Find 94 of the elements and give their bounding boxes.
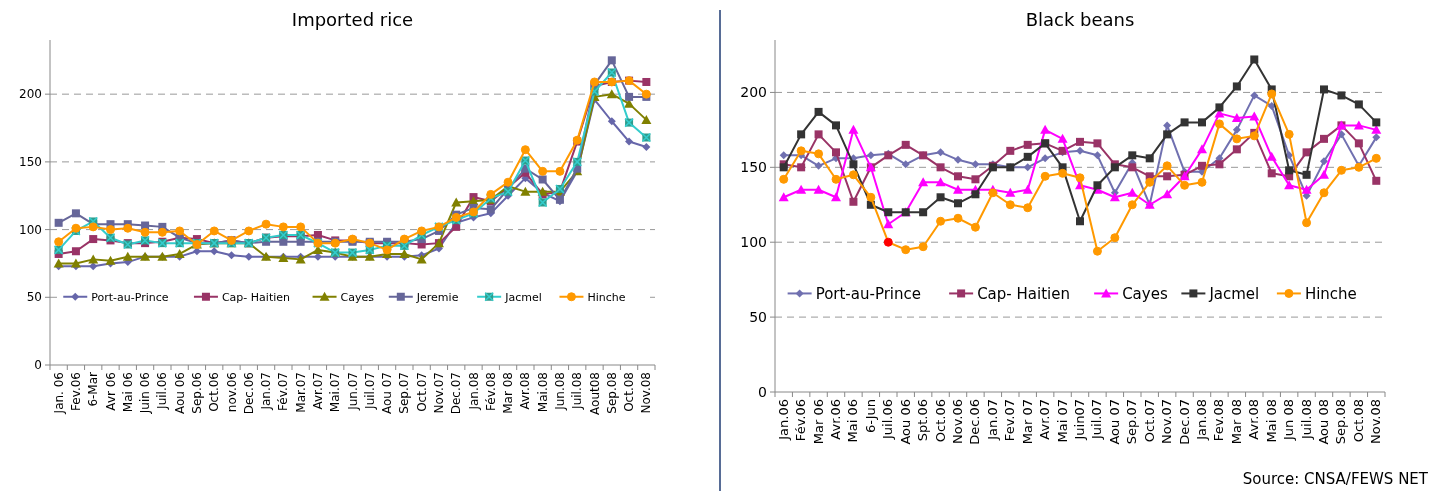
x-tick-label: Jan.08	[1194, 399, 1209, 441]
x-tick-label: Fev.07	[1002, 399, 1018, 442]
x-tick-label: Fév.08	[483, 372, 498, 411]
x-tick-label: Juil.07	[362, 372, 377, 410]
x-tick-label: Avr 06	[103, 372, 118, 411]
y-tick-label: 0	[758, 383, 767, 400]
x-tick-label: Dec.06	[241, 372, 256, 415]
x-tick-label: Fév.07	[276, 372, 291, 411]
y-tick-label: 200	[740, 84, 767, 101]
legend-label: Cayes	[340, 290, 375, 304]
legend-label: Port-au-Prince	[91, 290, 169, 304]
y-tick-label: 50	[749, 309, 767, 326]
x-tick-label: Aou 06	[897, 399, 913, 445]
x-tick-label: Juil.08	[570, 372, 585, 410]
x-tick-label: Mar 08	[501, 372, 516, 414]
y-tick-label: 150	[19, 155, 42, 170]
x-tick-label: Nov.08	[639, 372, 654, 414]
legend-label: Cap- Haitien	[977, 284, 1070, 303]
x-tick-label: Sep.07	[1124, 399, 1140, 445]
x-tick-label: Mar 07	[1019, 399, 1035, 445]
x-tick-label: Oct.06	[207, 372, 222, 412]
x-tick-label: Avr.06	[828, 399, 843, 440]
x-tick-label: Nov.07	[431, 372, 446, 414]
x-tick-label: Sep.06	[189, 372, 204, 414]
x-tick-label: Nov.08	[1368, 399, 1384, 445]
x-tick-label: Jan.06	[775, 399, 791, 441]
x-tick-label: Mai.07	[328, 372, 343, 413]
source-note: Source: CNSA/FEWS NET	[1242, 470, 1429, 488]
y-tick-label: 100	[740, 234, 767, 251]
x-tick-label: Fév.06	[793, 399, 809, 442]
x-tick-label: Jan.07	[259, 372, 274, 411]
x-tick-label: 6-Jun	[862, 399, 878, 433]
legend-label: Port-au-Prince	[815, 284, 921, 303]
x-tick-label: Avr.08	[1246, 399, 1262, 440]
y-tick-label: 0	[34, 358, 42, 373]
x-tick-label: Sep.07	[397, 372, 412, 414]
x-tick-label: Oct.06	[932, 399, 948, 443]
x-tick-label: Oct.08	[622, 372, 637, 412]
x-tick-label: Fev.06	[68, 372, 83, 411]
x-tick-label: Nov.06	[950, 399, 965, 445]
x-tick-label: Mai.08	[535, 372, 550, 413]
x-tick-label: Aou 07	[380, 372, 395, 415]
x-tick-label: Jan.07	[984, 399, 1000, 441]
chart-title: Black beans	[1025, 9, 1135, 30]
x-tick-label: Mai 08	[1263, 399, 1279, 443]
x-tick-label: Juin07	[1072, 399, 1087, 441]
x-tick-label: Oct.08	[1350, 399, 1366, 443]
x-tick-label: Oct.07	[1141, 399, 1157, 443]
x-tick-label: Jan.08	[466, 372, 481, 411]
x-tick-label: Nov.07	[1159, 399, 1175, 445]
x-tick-label: Juil.06	[880, 399, 896, 440]
x-tick-label: Avr.08	[518, 372, 533, 410]
legend-label: Cayes	[1122, 284, 1168, 303]
x-tick-label: 6-Mar	[86, 371, 101, 407]
legend-label: Hinche	[587, 290, 626, 304]
legend-label: Cap- Haitien	[221, 290, 291, 304]
x-tick-label: Aou 08	[1316, 399, 1331, 445]
legend-label: Hinche	[1304, 284, 1357, 303]
x-tick-label: Jun.07	[345, 372, 360, 411]
y-tick-label: 100	[19, 222, 42, 237]
x-tick-label: Mai 06	[120, 372, 135, 413]
x-tick-label: Dec.06	[967, 399, 983, 445]
x-tick-label: Oct.07	[414, 372, 429, 412]
x-tick-label: Juil.07	[1089, 399, 1105, 440]
x-tick-label: Dec.07	[449, 372, 464, 415]
x-tick-label: Aou 07	[1106, 399, 1122, 445]
x-tick-label: Jun.08	[552, 372, 567, 411]
x-tick-label: Juin 06	[138, 372, 153, 415]
x-tick-label: Sep.08	[604, 372, 619, 414]
x-tick-label: Juil.06	[155, 372, 170, 410]
x-tick-label: Mar 06	[810, 399, 826, 445]
x-tick-label: Juil.08	[1298, 399, 1314, 440]
x-tick-label: Mai 06	[845, 399, 861, 443]
x-tick-label: Sep.08	[1333, 399, 1349, 445]
x-tick-label: Mar.07	[293, 372, 308, 413]
y-tick-label: 200	[19, 87, 42, 102]
x-tick-label: Aout08	[587, 372, 602, 415]
legend-label: Jeremie	[415, 290, 459, 304]
chart-title: Imported rice	[291, 9, 414, 30]
x-tick-label: Mai 07	[1054, 399, 1070, 443]
legend-label: Jacmel	[504, 290, 542, 304]
x-tick-label: Jun 08	[1281, 399, 1297, 441]
x-tick-label: Jan. 06	[51, 372, 66, 415]
x-tick-label: Dec.07	[1176, 399, 1192, 445]
x-tick-label: nov.06	[224, 372, 239, 413]
x-tick-label: Fev.08	[1211, 399, 1227, 442]
x-tick-label: Mar 08	[1228, 399, 1244, 445]
y-tick-label: 50	[26, 290, 42, 305]
x-tick-label: Aou 06	[172, 372, 187, 415]
y-tick-label: 150	[740, 159, 767, 176]
x-tick-label: Avr.07	[1037, 399, 1053, 440]
x-tick-label: Avr.07	[310, 372, 325, 410]
legend-label: Jacmel	[1208, 284, 1260, 303]
x-tick-label: Spt.06	[915, 399, 931, 442]
